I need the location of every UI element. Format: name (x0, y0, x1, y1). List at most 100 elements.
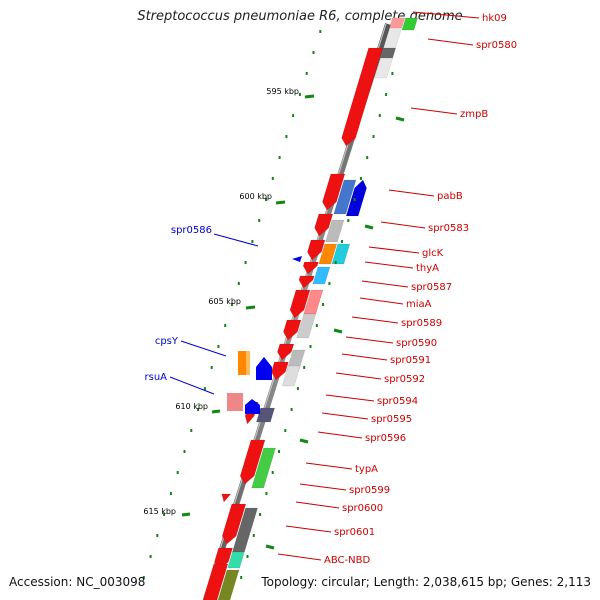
minor-tick (285, 135, 288, 138)
leader-miaA (359, 297, 404, 305)
leader-spr0594 (325, 394, 375, 402)
minor-tick (240, 576, 243, 579)
tick-label: 605 kbp (208, 297, 241, 306)
label-spr0599[interactable]: spr0599 (349, 485, 390, 496)
gene-feature[interactable] (281, 365, 301, 387)
gene-feature[interactable] (314, 213, 334, 237)
leader-zmpB (410, 107, 458, 115)
label-spr0600[interactable]: spr0600 (342, 503, 383, 514)
leader-spr0592 (335, 372, 382, 380)
gene-feature[interactable] (312, 266, 331, 285)
gene-feature[interactable] (221, 503, 247, 545)
minor-tick (237, 282, 240, 285)
leader-spr0586 (213, 233, 259, 247)
minor-tick (265, 492, 268, 495)
gene-feature[interactable] (227, 551, 245, 569)
label-hk09[interactable]: hk09 (482, 13, 507, 24)
label-cpsY[interactable]: cpsY (155, 336, 179, 347)
minor-tick (309, 345, 312, 348)
leader-spr0596 (317, 431, 363, 439)
tick-label: 595 kbp (266, 87, 299, 96)
label-ABC-NBD[interactable]: ABC-NBD (324, 555, 370, 566)
minor-tick (190, 429, 193, 432)
tick-dots (142, 30, 394, 579)
label-zmpB[interactable]: zmpB (460, 109, 488, 120)
label-spr0580[interactable]: spr0580 (476, 40, 517, 51)
label-typA[interactable]: typA (355, 464, 378, 475)
gene-feature[interactable] (333, 179, 357, 215)
outer-tick (265, 544, 275, 550)
gene-feature[interactable] (198, 563, 229, 600)
gene-feature[interactable] (296, 313, 317, 339)
leader-spr0580 (427, 38, 474, 46)
gene-feature[interactable] (213, 569, 240, 600)
gene-feature[interactable] (244, 412, 256, 425)
gene-feature[interactable] (318, 243, 338, 265)
minor-tick (149, 555, 152, 558)
label-spr0586[interactable]: spr0586 (171, 225, 212, 236)
gene-feature[interactable] (331, 243, 351, 265)
minor-tick (210, 366, 213, 369)
gene-feature[interactable] (380, 47, 396, 59)
gene-feature[interactable] (256, 407, 275, 423)
minor-tick (341, 240, 343, 243)
leader-hk09 (412, 11, 480, 19)
features-layer (198, 17, 418, 600)
minor-tick (298, 93, 301, 96)
minor-tick (271, 471, 274, 474)
gene-feature[interactable] (298, 275, 315, 289)
leader-spr0587 (361, 280, 409, 288)
leader-ABC-NBD (277, 553, 322, 561)
label-spr0592[interactable]: spr0592 (384, 374, 425, 385)
minor-tick (231, 303, 233, 306)
gene-feature[interactable] (341, 47, 383, 147)
label-pabB[interactable]: pabB (437, 191, 463, 202)
leader-spr0595 (321, 412, 369, 420)
gene-feature[interactable] (325, 219, 345, 243)
gene-feature[interactable] (389, 17, 405, 29)
minor-tick (251, 240, 254, 243)
minor-tick (197, 408, 200, 411)
gene-feature[interactable] (251, 447, 276, 489)
gene-feature[interactable] (239, 439, 266, 485)
label-spr0591[interactable]: spr0591 (390, 355, 431, 366)
minor-tick (217, 345, 220, 348)
label-spr0589[interactable]: spr0589 (401, 318, 442, 329)
label-glcK[interactable]: glcK (422, 248, 444, 259)
minor-tick (372, 135, 375, 138)
minor-tick (296, 387, 299, 390)
label-spr0596[interactable]: spr0596 (365, 433, 406, 444)
gene-feature[interactable] (401, 17, 418, 31)
minor-tick (224, 324, 227, 327)
gene-feature[interactable] (221, 493, 232, 503)
tick-label: 610 kbp (175, 402, 208, 411)
gene-feature[interactable] (302, 261, 319, 275)
label-rsuA[interactable]: rsuA (145, 372, 168, 383)
gene-cpsY[interactable] (238, 351, 272, 380)
label-spr0587[interactable]: spr0587 (411, 282, 452, 293)
gene-feature[interactable] (283, 319, 302, 341)
accession-text: Accession: NC_003098 (9, 575, 146, 589)
gene-feature[interactable] (345, 179, 367, 217)
gene-feature[interactable] (289, 289, 311, 319)
label-spr0590[interactable]: spr0590 (396, 338, 437, 349)
gene-feature[interactable] (277, 343, 295, 361)
minor-tick (305, 72, 308, 75)
minor-tick (303, 366, 306, 369)
label-spr0601[interactable]: spr0601 (334, 527, 375, 538)
gene-spr0586[interactable] (292, 256, 302, 262)
label-miaA[interactable]: miaA (406, 299, 432, 310)
minor-tick (319, 30, 322, 33)
label-spr0594[interactable]: spr0594 (377, 396, 418, 407)
label-thyA[interactable]: thyA (416, 263, 439, 274)
label-spr0583[interactable]: spr0583 (428, 223, 469, 234)
minor-tick (385, 93, 388, 96)
gene-feature[interactable] (322, 173, 346, 211)
label-spr0595[interactable]: spr0595 (371, 414, 412, 425)
label-leaders (277, 11, 480, 561)
minor-tick (391, 72, 394, 75)
gene-feature[interactable] (307, 239, 326, 261)
minor-tick (290, 408, 293, 411)
gene-rsuA[interactable] (227, 393, 260, 414)
minor-tick (322, 303, 325, 306)
